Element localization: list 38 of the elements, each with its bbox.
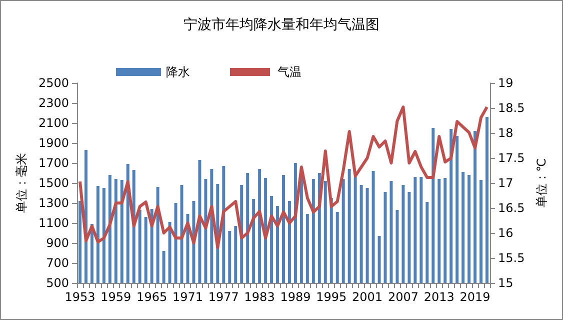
y-tick-label: 1300 — [38, 196, 69, 210]
y2-tick-label: 18 — [498, 126, 514, 140]
y-tick-label: 1900 — [38, 136, 69, 150]
y2-tick-label: 17.5 — [498, 151, 525, 165]
x-tick-label: 1971 — [172, 290, 204, 304]
x-tick-label: 1953 — [64, 290, 96, 304]
x-tick-label: 2013 — [424, 290, 454, 304]
y-tick-label: 1100 — [38, 216, 69, 230]
y-tick-label: 1700 — [38, 156, 69, 170]
x-tick-label: 1983 — [244, 290, 275, 304]
x-tick-label: 1989 — [280, 290, 311, 304]
y2-tick-label: 16.5 — [498, 201, 525, 215]
y2-axis-title: 单位：℃ — [534, 158, 549, 208]
y2-tick-label: 15.5 — [498, 251, 525, 265]
legend-label: 气温 — [278, 65, 302, 79]
y2-tick-label: 18.5 — [498, 101, 525, 115]
x-tick-label: 2019 — [460, 290, 490, 304]
x-tick-label: 2001 — [352, 290, 383, 304]
y2-tick-label: 16 — [498, 226, 514, 240]
x-tick-label: 1965 — [136, 290, 168, 304]
x-tick-label: 2007 — [388, 290, 418, 304]
line-series — [78, 106, 489, 249]
x-tick-label: 1959 — [100, 290, 132, 304]
x-tick-label: 1995 — [316, 290, 347, 304]
x-tick-label: 1977 — [208, 290, 239, 304]
y-tick-label: 2500 — [38, 76, 69, 90]
legend-label: 降水 — [166, 65, 190, 79]
y-tick-label: 500 — [46, 276, 69, 290]
y2-tick-label: 19 — [498, 76, 514, 90]
y-tick-label: 2300 — [38, 96, 69, 110]
y-tick-label: 700 — [46, 256, 69, 270]
y2-tick-label: 15 — [498, 276, 514, 290]
y-tick-label: 1500 — [38, 176, 69, 190]
chart-title: 宁波市年均降水量和年均气温图 — [184, 17, 380, 33]
y-tick-label: 2100 — [38, 116, 69, 130]
y2-tick-label: 17 — [498, 176, 514, 190]
y-tick-label: 900 — [46, 236, 69, 250]
y-axis-title: 单位：毫米 — [14, 153, 29, 213]
